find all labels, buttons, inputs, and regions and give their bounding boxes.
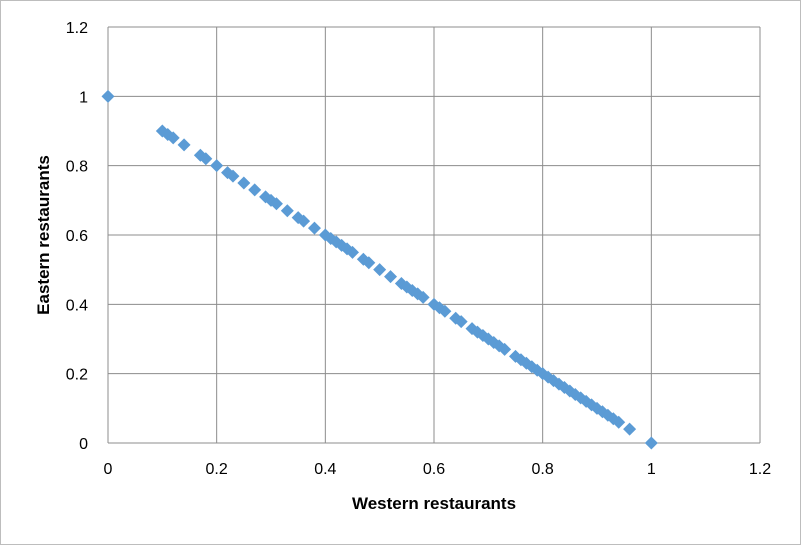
x-tick-label: 0 [104, 461, 113, 478]
gridlines [107, 26, 761, 444]
data-point [612, 415, 626, 429]
y-tick-label: 0.8 [66, 159, 88, 176]
data-point [166, 131, 180, 145]
y-tick-label: 0.6 [66, 228, 88, 245]
data-point [248, 183, 262, 197]
data-point [101, 89, 115, 103]
data-point [346, 245, 359, 259]
y-tick-label: 1.2 [66, 20, 88, 37]
data-point [237, 176, 251, 190]
y-tick-label: 1 [79, 89, 88, 106]
x-tick-labels: 0 0.2 0.4 0.6 0.8 1 1.2 [104, 461, 772, 478]
data-points [101, 89, 658, 450]
x-tick-label: 0.8 [532, 461, 554, 478]
y-tick-labels: 0 0.2 0.4 0.6 0.8 1 1.2 [66, 20, 88, 453]
data-point [623, 422, 637, 436]
data-point [454, 315, 468, 329]
y-tick-label: 0 [79, 436, 88, 453]
data-point [498, 342, 512, 356]
y-axis-title: Eastern restaurants [34, 155, 53, 315]
data-point [226, 169, 240, 183]
data-point [177, 138, 191, 152]
x-tick-label: 1.2 [749, 461, 771, 478]
y-tick-label: 0.2 [66, 367, 88, 384]
x-tick-label: 0.2 [206, 461, 228, 478]
data-point [416, 290, 430, 304]
data-point [210, 159, 224, 173]
data-point [644, 436, 658, 450]
data-point [362, 256, 376, 270]
y-tick-label: 0.4 [66, 297, 88, 314]
data-point [438, 304, 452, 318]
x-axis-title: Western restaurants [352, 494, 516, 513]
data-point [297, 214, 311, 228]
data-point [384, 270, 398, 284]
x-tick-label: 1 [647, 461, 656, 478]
data-point [199, 152, 213, 166]
x-tick-label: 0.4 [314, 461, 336, 478]
data-point [269, 197, 283, 211]
data-point [307, 221, 321, 235]
data-point [373, 263, 387, 277]
data-point [280, 204, 294, 218]
x-tick-label: 0.6 [423, 461, 445, 478]
